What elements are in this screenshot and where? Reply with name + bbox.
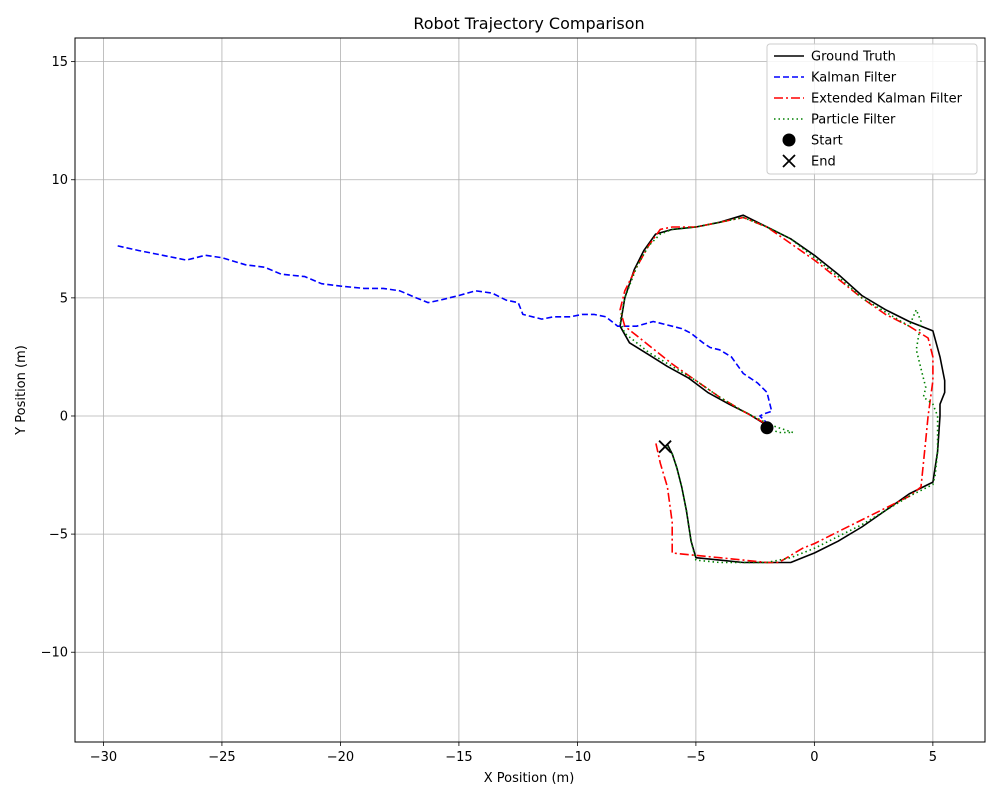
legend: Ground Truth Kalman Filter Extended Kalman…: [766, 43, 978, 175]
legend-box: [766, 43, 978, 175]
y-tick-label: −10: [41, 646, 68, 661]
x-tick-label: −25: [208, 750, 235, 765]
legend-label: Kalman Filter: [811, 71, 897, 86]
marker-group: [658, 421, 774, 454]
ticks: −30 −25 −20 −15 −10 −5 0 5 −10 −5 0 5 10 15: [41, 55, 937, 765]
y-tick-label: 15: [51, 55, 68, 70]
x-tick-label: −5: [686, 750, 705, 765]
series-line-kalman-filter: [117, 245, 773, 424]
legend-label: Start: [811, 134, 843, 149]
plot-frame: [74, 37, 986, 743]
x-tick-label: −15: [445, 750, 472, 765]
series-group: [117, 214, 946, 564]
y-tick-label: 5: [60, 291, 68, 306]
x-tick-label: −30: [90, 750, 117, 765]
x-tick-label: 0: [810, 750, 818, 765]
end-marker-stroke: [658, 440, 672, 454]
y-tick-label: −5: [49, 528, 68, 543]
legend-swatch-start: [782, 133, 796, 147]
x-tick-label: −10: [564, 750, 591, 765]
legend-label: Ground Truth: [811, 50, 896, 65]
series-line-extended-kalman-filter: [619, 216, 934, 564]
x-tick-label: −20: [327, 750, 354, 765]
end-marker: [658, 440, 672, 454]
legend-label: End: [811, 155, 836, 170]
chart-title: Robot Trajectory Comparison: [413, 14, 644, 33]
y-axis-label: Y Position (m): [14, 345, 29, 436]
y-tick-label: 0: [60, 409, 68, 424]
y-tick-label: 10: [51, 173, 68, 188]
x-tick-label: 5: [929, 750, 937, 765]
x-axis-label: X Position (m): [484, 771, 575, 786]
legend-label: Particle Filter: [811, 113, 896, 128]
legend-swatch-end: [782, 154, 796, 168]
start-marker: [760, 421, 774, 435]
legend-label: Extended Kalman Filter: [811, 92, 963, 107]
